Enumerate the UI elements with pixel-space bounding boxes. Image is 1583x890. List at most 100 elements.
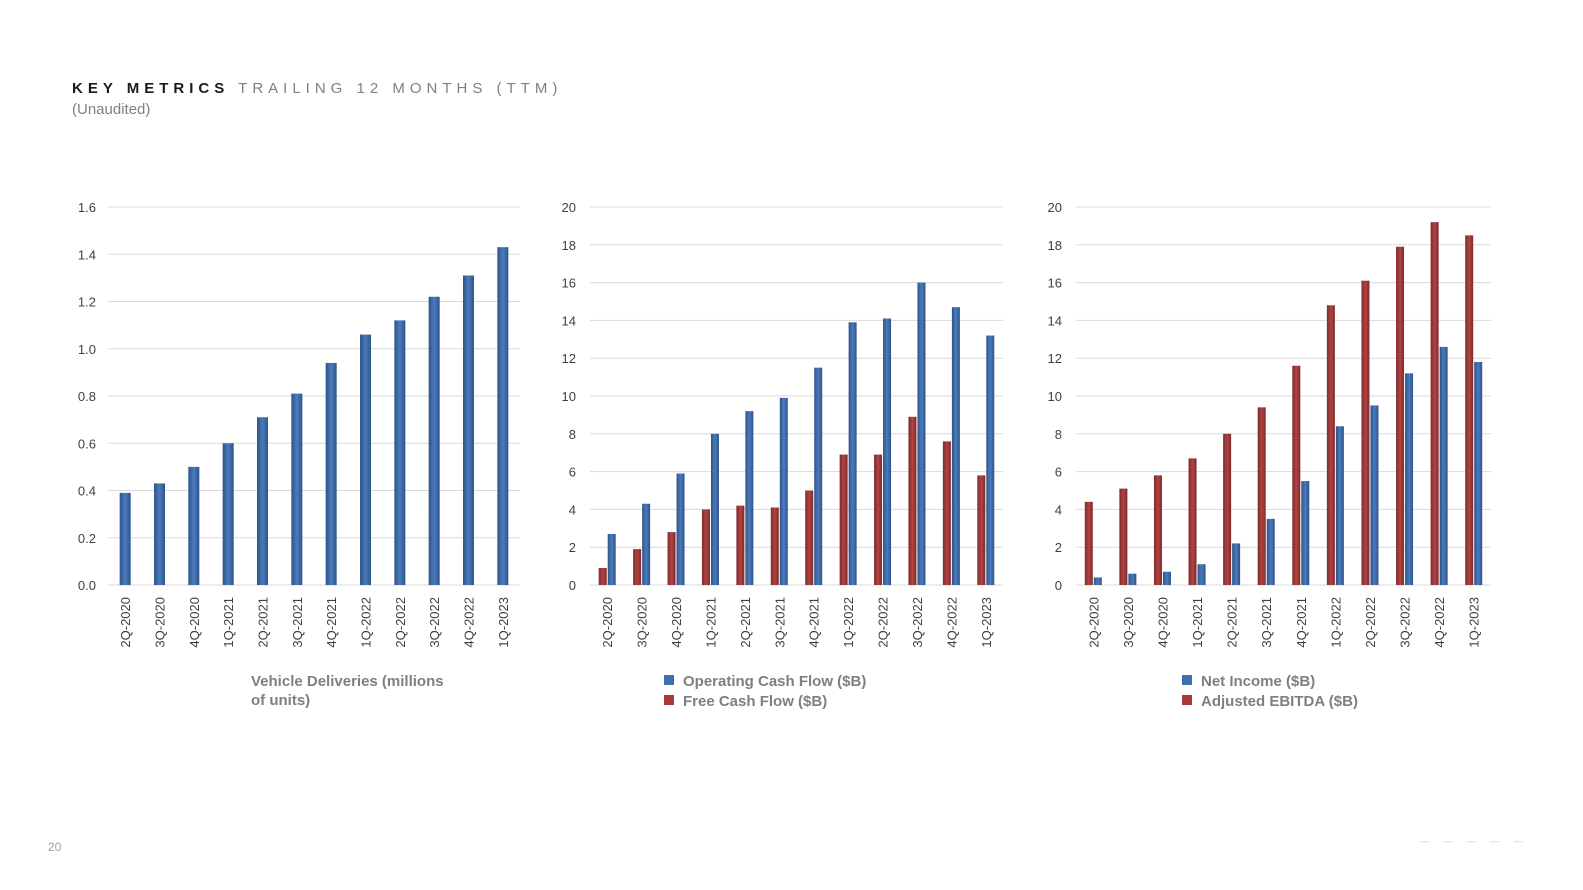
- bar: [1188, 458, 1197, 585]
- bar: [463, 275, 474, 585]
- title-main: KEY METRICS: [72, 80, 230, 97]
- y-tick-label: 12: [562, 351, 576, 366]
- x-tick-label: 2Q-2020: [1086, 597, 1101, 648]
- y-tick-label: 18: [562, 238, 576, 253]
- y-tick-label: 0.0: [78, 578, 96, 593]
- legend-label: Vehicle Deliveries (millions: [251, 673, 444, 690]
- bar: [257, 417, 268, 585]
- bar: [1266, 518, 1275, 585]
- x-tick-label: 2Q-2020: [600, 597, 615, 648]
- x-tick-label: 3Q-2020: [635, 597, 650, 648]
- bar: [1396, 246, 1405, 585]
- y-tick-label: 1.0: [78, 342, 96, 357]
- income-ebitda-chart: 0 2 4 6 8 10 12 14 16 18 20 2Q-2020 3Q-2020 4Q-2020 1Q…: [1048, 200, 1491, 710]
- y-tick-label: 4: [569, 502, 576, 517]
- y-tick-label: 1.2: [78, 295, 96, 310]
- legend-label: Net Income ($B): [1201, 673, 1315, 690]
- tesla-logo: — — — — —: [1419, 836, 1529, 846]
- legend-swatch: [1182, 695, 1192, 705]
- bar: [1232, 543, 1241, 585]
- cash-flow-chart: 0 2 4 6 8 10 12 14 16 18 20 2Q-2020 3Q-2020 4Q-2020 1Q…: [562, 200, 1003, 710]
- bar: [394, 320, 406, 585]
- x-tick-label: 3Q-2022: [1398, 597, 1413, 648]
- bar: [848, 322, 857, 585]
- x-tick-label: 1Q-2022: [1328, 597, 1343, 648]
- x-tick-label: 1Q-2021: [221, 597, 236, 648]
- bar: [1084, 501, 1093, 585]
- x-tick-label: 3Q-2022: [910, 597, 925, 648]
- bar: [942, 441, 951, 585]
- x-tick-label: 4Q-2021: [324, 597, 339, 648]
- x-tick-label: 3Q-2021: [1259, 597, 1274, 648]
- y-tick-label: 0: [1055, 578, 1062, 593]
- bar: [1439, 346, 1448, 585]
- y-tick-label: 20: [1048, 200, 1062, 215]
- y-tick-label: 0: [569, 578, 576, 593]
- bar: [745, 411, 754, 585]
- bar: [667, 532, 676, 585]
- page-number: 20: [48, 840, 62, 854]
- legend-label: Free Cash Flow ($B): [683, 693, 827, 710]
- bar: [633, 549, 642, 585]
- bar: [598, 567, 607, 585]
- bar: [1093, 577, 1102, 585]
- bar: [1197, 564, 1206, 585]
- y-tick-label: 18: [1048, 238, 1062, 253]
- y-tick-label: 0.6: [78, 436, 96, 451]
- y-tick-label: 12: [1048, 351, 1062, 366]
- y-tick-label: 1.6: [78, 200, 96, 215]
- x-tick-label: 3Q-2022: [427, 597, 442, 648]
- x-tick-label: 4Q-2021: [807, 597, 822, 648]
- bar: [986, 335, 995, 585]
- x-tick-label: 2Q-2021: [256, 597, 271, 648]
- bar: [676, 473, 685, 585]
- bar: [917, 282, 926, 585]
- x-tick-label: 1Q-2023: [979, 597, 994, 648]
- x-tick-label: 4Q-2020: [187, 597, 202, 648]
- bar: [291, 393, 303, 585]
- y-tick-label: 2: [569, 540, 576, 555]
- bar: [1405, 373, 1414, 585]
- x-tick-label: 3Q-2021: [772, 597, 787, 648]
- x-tick-label: 1Q-2022: [841, 597, 856, 648]
- bar: [1326, 305, 1335, 585]
- bar: [1257, 407, 1266, 585]
- bar: [222, 443, 234, 585]
- bar: [883, 318, 892, 585]
- bar: [805, 490, 814, 585]
- bar: [839, 454, 848, 585]
- y-tick-label: 10: [1048, 389, 1062, 404]
- x-tick-label: 4Q-2022: [462, 597, 477, 648]
- unaudited-note: (Unaudited): [72, 101, 151, 118]
- bar: [1361, 280, 1370, 585]
- x-tick-label: 3Q-2020: [1121, 597, 1136, 648]
- bar: [814, 367, 823, 585]
- bar: [1430, 222, 1439, 585]
- x-tick-label: 1Q-2023: [496, 597, 511, 648]
- x-tick-label: 1Q-2023: [1467, 597, 1482, 648]
- x-tick-label: 2Q-2021: [738, 597, 753, 648]
- y-tick-label: 8: [1055, 427, 1062, 442]
- page-title: KEY METRICS TRAILING 12 MONTHS (TTM): [72, 80, 562, 97]
- bar: [642, 503, 651, 585]
- x-tick-label: 4Q-2022: [1432, 597, 1447, 648]
- bar: [736, 505, 745, 585]
- bar: [951, 307, 960, 585]
- x-tick-label: 4Q-2020: [1155, 597, 1170, 648]
- title-subtitle: TRAILING 12 MONTHS (TTM): [238, 80, 563, 97]
- x-tick-label: 2Q-2022: [1363, 597, 1378, 648]
- x-tick-label: 2Q-2020: [118, 597, 133, 648]
- legend-label: Adjusted EBITDA ($B): [1201, 693, 1358, 710]
- y-tick-label: 6: [569, 465, 576, 480]
- y-tick-label: 14: [562, 313, 576, 328]
- bar: [1223, 433, 1232, 585]
- x-tick-label: 3Q-2021: [290, 597, 305, 648]
- bar: [874, 454, 883, 585]
- bar: [1370, 405, 1379, 585]
- bar: [360, 334, 371, 585]
- bar: [607, 533, 616, 585]
- y-tick-label: 20: [562, 200, 576, 215]
- header: KEY METRICS TRAILING 12 MONTHS (TTM) (Un…: [72, 80, 562, 118]
- x-tick-label: 4Q-2021: [1294, 597, 1309, 648]
